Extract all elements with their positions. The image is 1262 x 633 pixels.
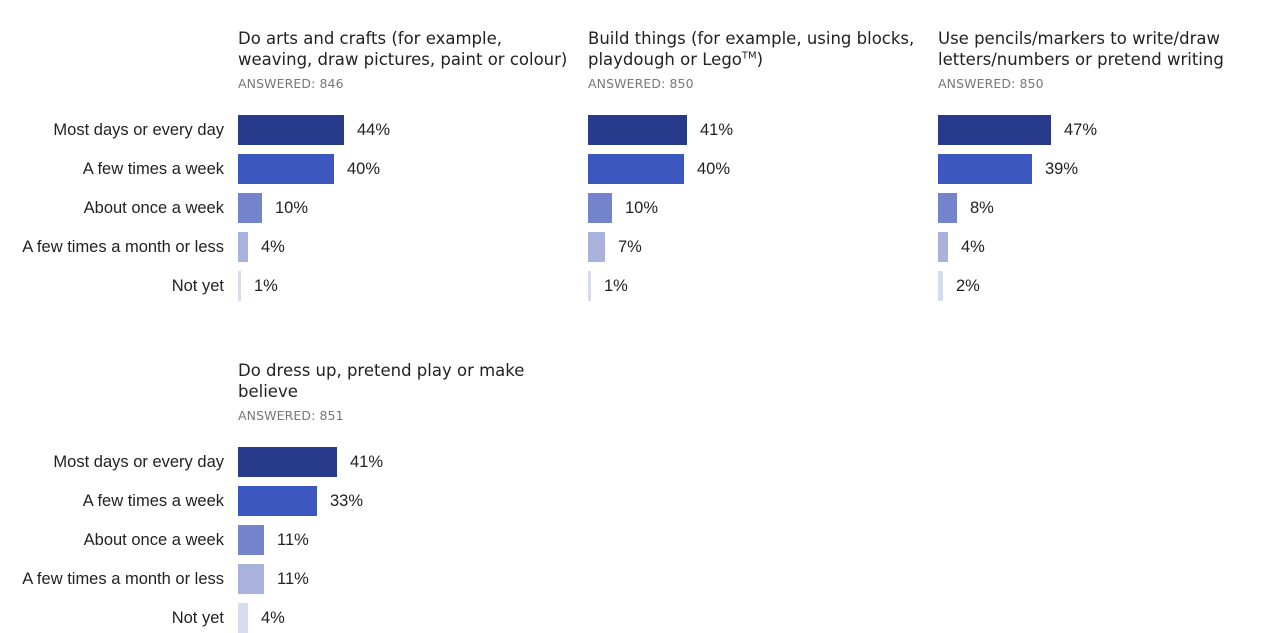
panel-title: Do dress up, pretend play or make believ… [238, 360, 568, 402]
bar-value-label: 1% [604, 277, 628, 295]
bar-value-label: 33% [330, 492, 364, 510]
category-label: Most days or every day [53, 453, 224, 471]
chart-panel: Build things (for example, using blocks,… [588, 0, 918, 633]
panel-title-text: Build things (for example, using blocks,… [588, 29, 915, 69]
bar-2 [238, 154, 334, 184]
answered-count: ANSWERED: 851 [238, 408, 344, 423]
bar-value-label: 4% [961, 238, 985, 256]
bar-value-label: 10% [625, 199, 659, 217]
panel-title: Use pencils/markers to write/draw letter… [938, 28, 1262, 70]
bar-3 [588, 193, 612, 223]
category-label: A few times a week [82, 160, 224, 178]
bar-4 [238, 232, 248, 262]
bar-value-label: 40% [697, 160, 731, 178]
bar-3 [238, 525, 264, 555]
bar-5 [238, 271, 241, 301]
bar-value-label: 44% [357, 121, 391, 139]
bar-5 [588, 271, 591, 301]
answered-count: ANSWERED: 850 [938, 76, 1044, 91]
category-label: Not yet [171, 609, 224, 627]
bar-4 [938, 232, 948, 262]
bar-value-label: 1% [254, 277, 278, 295]
bar-value-label: 41% [700, 121, 734, 139]
bar-3 [938, 193, 957, 223]
panel-title-box: Do arts and crafts (for example, weaving… [238, 0, 568, 70]
bar-4 [588, 232, 605, 262]
chart-panel: Use pencils/markers to write/draw letter… [938, 0, 1262, 633]
bar-value-label: 41% [350, 453, 384, 471]
panel-title-box: Do dress up, pretend play or make believ… [238, 0, 568, 402]
bar-5 [938, 271, 943, 301]
bar-value-label: 40% [347, 160, 381, 178]
bar-1 [938, 115, 1051, 145]
panel-title-superscript: TM [741, 50, 757, 62]
bar-4 [238, 564, 264, 594]
panel-title-suffix: ) [756, 50, 764, 69]
category-label: Not yet [171, 277, 224, 295]
panel-title-text: Do arts and crafts (for example, weaving… [238, 29, 568, 69]
bar-value-label: 39% [1045, 160, 1079, 178]
bar-value-label: 8% [970, 199, 994, 217]
answered-count: ANSWERED: 846 [238, 76, 344, 91]
bar-value-label: 47% [1064, 121, 1098, 139]
panel-title: Do arts and crafts (for example, weaving… [238, 28, 568, 70]
bar-value-label: 7% [618, 238, 642, 256]
chart-panel: Do arts and crafts (for example, weaving… [238, 0, 568, 633]
bar-1 [588, 115, 687, 145]
bar-1 [238, 447, 337, 477]
panel-title: Build things (for example, using blocks,… [588, 28, 918, 70]
chart-panel: Do dress up, pretend play or make believ… [238, 0, 568, 633]
bar-1 [238, 115, 344, 145]
bar-2 [588, 154, 684, 184]
category-label: A few times a month or less [22, 570, 224, 588]
panel-title-text: Use pencils/markers to write/draw letter… [938, 29, 1224, 69]
panel-title-box: Build things (for example, using blocks,… [588, 0, 918, 70]
bar-value-label: 11% [277, 570, 309, 588]
bar-2 [938, 154, 1032, 184]
category-label: A few times a month or less [22, 238, 224, 256]
bar-2 [238, 486, 317, 516]
bar-value-label: 4% [261, 238, 285, 256]
bar-value-label: 10% [275, 199, 309, 217]
panel-title-text: Do dress up, pretend play or make believ… [238, 361, 525, 401]
category-label: Most days or every day [53, 121, 224, 139]
bar-3 [238, 193, 262, 223]
bar-value-label: 2% [956, 277, 980, 295]
answered-count: ANSWERED: 850 [588, 76, 694, 91]
bar-value-label: 4% [261, 609, 285, 627]
bar-value-label: 11% [277, 531, 309, 549]
category-label: A few times a week [82, 492, 224, 510]
panel-title-box: Use pencils/markers to write/draw letter… [938, 0, 1262, 70]
category-label: About once a week [83, 531, 224, 549]
category-label: About once a week [83, 199, 224, 217]
bar-5 [238, 603, 248, 633]
